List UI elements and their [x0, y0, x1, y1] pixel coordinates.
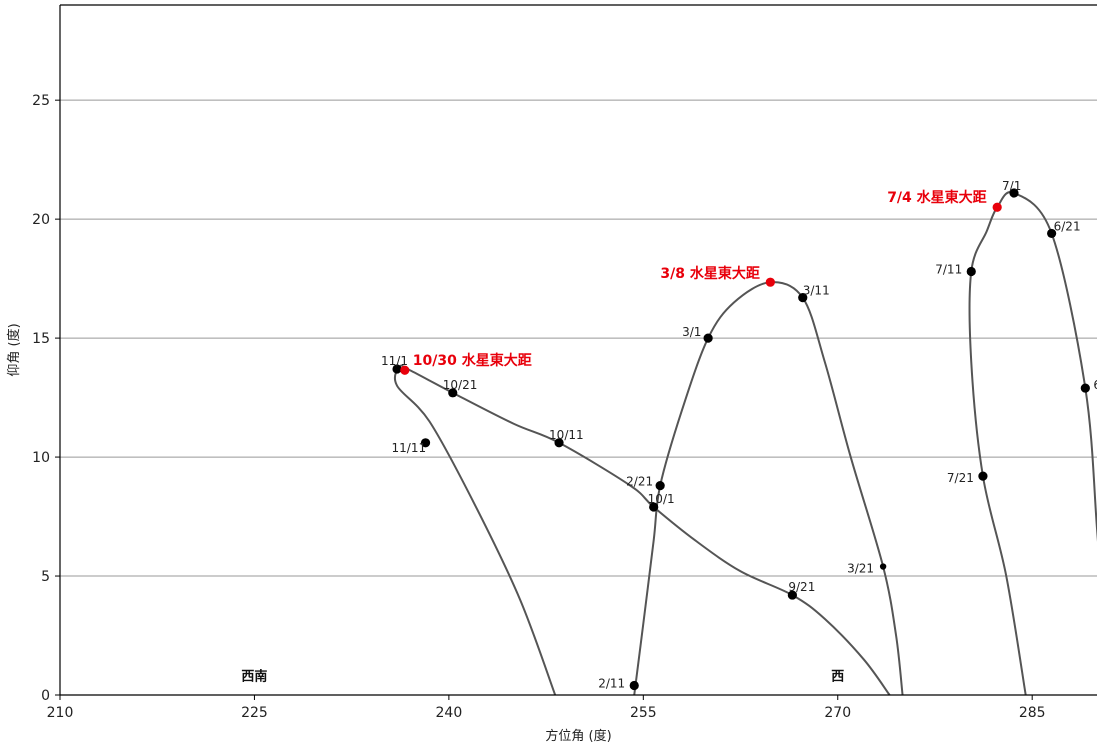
data-point [1047, 228, 1057, 239]
y-tick-label: 10 [32, 450, 50, 466]
data-point [879, 563, 887, 570]
point-label: 10/21 [443, 378, 478, 392]
data-point [448, 388, 458, 398]
y-axis-title: 仰角 (度) [6, 323, 22, 376]
data-point [655, 481, 665, 491]
data-point [966, 266, 976, 277]
axes [59, 4, 1097, 696]
y-tick-label: 0 [41, 688, 50, 704]
point-label: 10/11 [549, 428, 584, 442]
data-point [703, 333, 713, 343]
y-tick-label: 15 [32, 331, 50, 347]
y-tick-label: 5 [41, 569, 50, 585]
highlight-label: 10/30 水星東大距 [413, 352, 532, 369]
data-point [1080, 383, 1090, 393]
data-points [392, 188, 1090, 691]
data-point [649, 502, 659, 512]
ticks: 210 225 240 255 270 285 0 5 10 15 20 25 [32, 93, 1045, 721]
point-label: 9/21 [788, 580, 815, 594]
data-point [798, 293, 808, 303]
point-label: 2/11 [598, 676, 625, 690]
point-label: 6/21 [1054, 219, 1081, 233]
direction-label: 西 [831, 669, 844, 684]
point-labels: 11/11 11/1 10/21 10/11 10/1 9/21 10/30 水星東大距 2/… [241, 179, 1097, 691]
data-point [629, 680, 639, 691]
grid-lines [60, 99, 1097, 577]
data-point [1009, 188, 1019, 198]
highlight-point [992, 202, 1002, 212]
data-point [420, 438, 431, 448]
data-point [787, 590, 797, 600]
highlight-label: 3/8 水星東大距 [660, 265, 759, 282]
point-label: 7/11 [935, 262, 962, 276]
direction-label: 西南 [241, 668, 267, 684]
x-tick-label: 210 [47, 705, 74, 721]
point-label: 11/11 [392, 441, 427, 455]
y-tick-label: 20 [32, 212, 50, 228]
data-point [392, 364, 402, 374]
trajectory-curve [633, 281, 904, 696]
point-label: 3/21 [847, 562, 874, 576]
x-tick-label: 270 [824, 705, 851, 721]
highlight-point [765, 277, 775, 287]
point-label: 7/21 [947, 471, 974, 485]
x-axis-title: 方位角 (度) [545, 728, 611, 744]
y-tick-label: 25 [32, 93, 50, 109]
point-label: 3/1 [682, 325, 701, 339]
point-label: 2/21 [626, 475, 653, 489]
point-label: 6/11 [1093, 378, 1097, 392]
x-tick-label: 255 [630, 705, 657, 721]
highlight-label: 7/4 水星東大距 [887, 189, 986, 206]
x-tick-label: 285 [1019, 705, 1046, 721]
x-tick-label: 240 [436, 705, 463, 721]
point-label: 7/1 [1002, 179, 1021, 193]
x-tick-label: 225 [241, 705, 268, 721]
data-point [978, 471, 988, 481]
point-label: 11/1 [381, 354, 408, 368]
highlight-point [400, 365, 410, 375]
point-label: 10/1 [648, 492, 675, 506]
data-point [554, 438, 564, 448]
point-label: 3/11 [803, 284, 830, 298]
